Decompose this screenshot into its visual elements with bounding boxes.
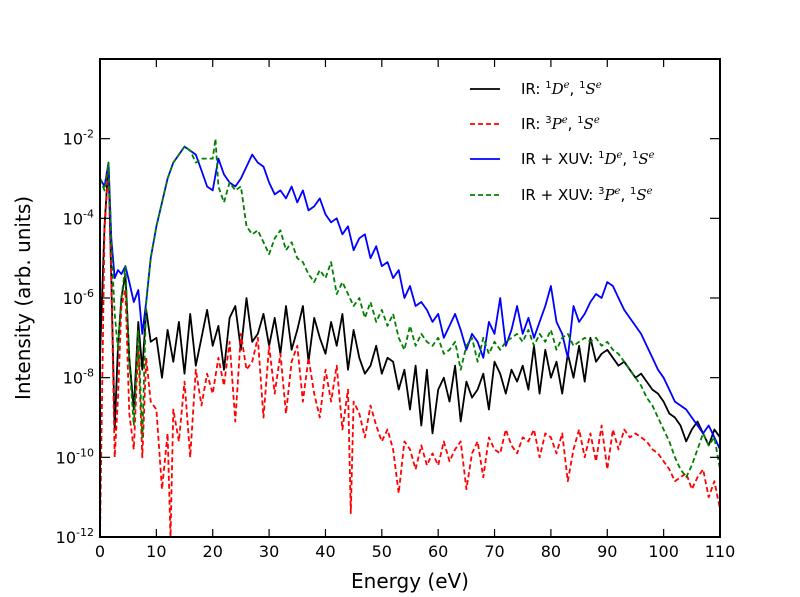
y-tick-label: 10-12 [56,526,94,547]
legend-label-2: IR: 3Pe, 1Se [521,115,600,133]
y-axis-label: Intensity (arb. units) [11,196,35,400]
x-tick-label: 20 [203,542,223,561]
x-tick-label: 0 [95,542,105,561]
legend: IR: 1De, 1Se IR: 3Pe, 1Se IR + XUV: 1De, 1… [470,80,655,204]
legend-label-4: IR + XUV: 3Pe, 1Se [521,186,653,204]
x-tick-label: 90 [597,542,617,561]
x-tick-label: 60 [428,542,448,561]
legend-label-3: IR + XUV: 1De, 1Se [521,150,655,168]
y-axis: 10-12 10-10 10-8 10-6 10-4 10-2 [56,128,720,547]
x-tick-label: 100 [648,542,679,561]
series-line-4 [100,137,720,479]
x-tick-label: 50 [372,542,392,561]
y-tick-label: 10-6 [63,287,94,308]
series-line-1 [100,161,720,447]
x-axis-label: Energy (eV) [351,569,469,593]
y-tick-label: 10-4 [63,207,94,228]
legend-label-1: IR: 1De, 1Se [521,80,602,98]
x-tick-label: 110 [705,542,736,561]
x-tick-label: 40 [315,542,335,561]
x-tick-label: 70 [484,542,504,561]
x-tick-label: 80 [541,542,561,561]
x-tick-label: 10 [146,542,166,561]
y-tick-label: 10-10 [56,446,94,467]
series-layer [100,137,720,537]
y-tick-label: 10-8 [63,367,94,388]
x-axis: 0 10 20 30 40 50 60 70 80 90 100 110 [95,59,735,561]
y-tick-label: 10-2 [63,128,94,149]
x-tick-label: 30 [259,542,279,561]
series-line-2 [100,165,720,537]
plot-frame [99,58,721,538]
